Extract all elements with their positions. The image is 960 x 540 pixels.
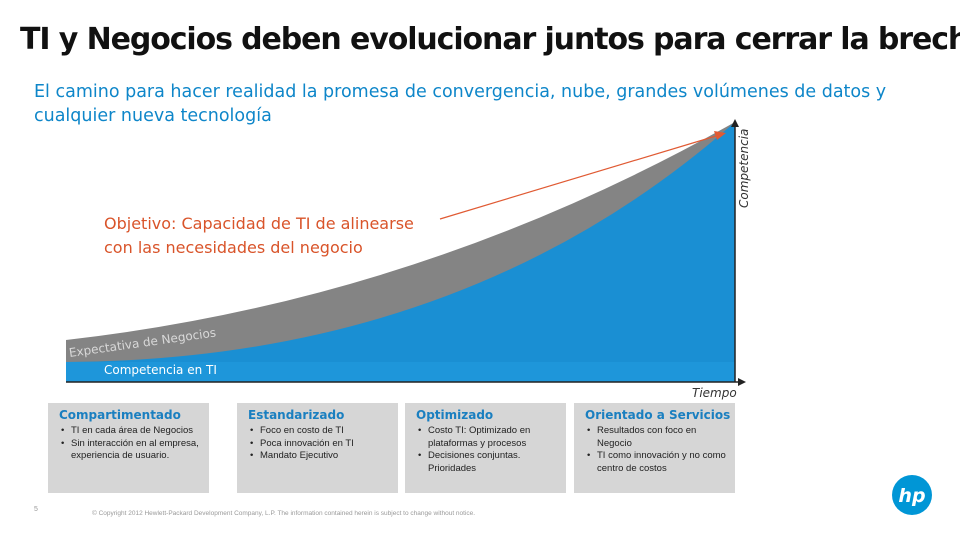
stage-bullet: TI como innovación y no como centro de c…	[587, 450, 727, 475]
competence-band-label: Competencia en TI	[104, 363, 217, 377]
stage-title: Orientado a Servicios	[585, 408, 731, 422]
y-axis-arrow	[731, 119, 739, 127]
x-axis-label: Tiempo	[692, 386, 737, 400]
stage-bullet: Mandato Ejecutivo	[250, 450, 390, 463]
callout-arrow-head	[714, 131, 726, 140]
hp-logo-text: hp	[898, 485, 925, 507]
copyright-notice: © Copyright 2012 Hewlett-Packard Develop…	[92, 510, 476, 517]
stage-card-2: Estandarizado Foco en costo de TI Poca i…	[237, 403, 398, 493]
stage-bullet: Sin interacción en al empresa, experienc…	[61, 438, 201, 463]
stage-bullet: Costo TI: Optimizado en plataformas y pr…	[418, 425, 558, 450]
stage-card-1: Compartimentado TI en cada área de Negoc…	[48, 403, 209, 493]
stage-bullet: Poca innovación en TI	[250, 438, 390, 451]
callout-line-1: Objetivo: Capacidad de TI de alinearse	[104, 214, 414, 233]
competence-strip	[66, 362, 735, 382]
stage-bullet: Resultados con foco en Negocio	[587, 425, 727, 450]
stage-bullet: Foco en costo de TI	[250, 425, 390, 438]
stage-bullets: Costo TI: Optimizado en plataformas y pr…	[416, 425, 558, 475]
competence-area	[66, 122, 735, 382]
stage-title: Estandarizado	[248, 408, 345, 422]
y-axis-label: Competencia	[737, 128, 751, 208]
stage-bullet: Decisiones conjuntas. Prioridades	[418, 450, 558, 475]
stage-bullet: TI en cada área de Negocios	[61, 425, 201, 438]
stage-card-3: Optimizado Costo TI: Optimizado en plata…	[405, 403, 566, 493]
stage-bullets: TI en cada área de Negocios Sin interacc…	[59, 425, 201, 463]
slide-title: TI y Negocios deben evolucionar juntos p…	[20, 22, 960, 57]
stage-title: Compartimentado	[59, 408, 181, 422]
stage-bullets: Resultados con foco en Negocio TI como i…	[585, 425, 727, 475]
hp-logo-icon: hp	[892, 475, 932, 515]
callout-arrow-line	[439, 135, 717, 220]
x-axis-arrow	[738, 378, 746, 386]
page-number: 5	[34, 506, 38, 513]
objective-callout: Objetivo: Capacidad de TI de alinearse c…	[104, 212, 414, 260]
stage-title: Optimizado	[416, 408, 494, 422]
slide-subtitle: El camino para hacer realidad la promesa…	[34, 82, 887, 126]
stage-card-4: Orientado a Servicios Resultados con foc…	[574, 403, 735, 493]
stage-bullets: Foco en costo de TI Poca innovación en T…	[248, 425, 390, 463]
callout-line-2: con las necesidades del negocio	[104, 238, 363, 257]
